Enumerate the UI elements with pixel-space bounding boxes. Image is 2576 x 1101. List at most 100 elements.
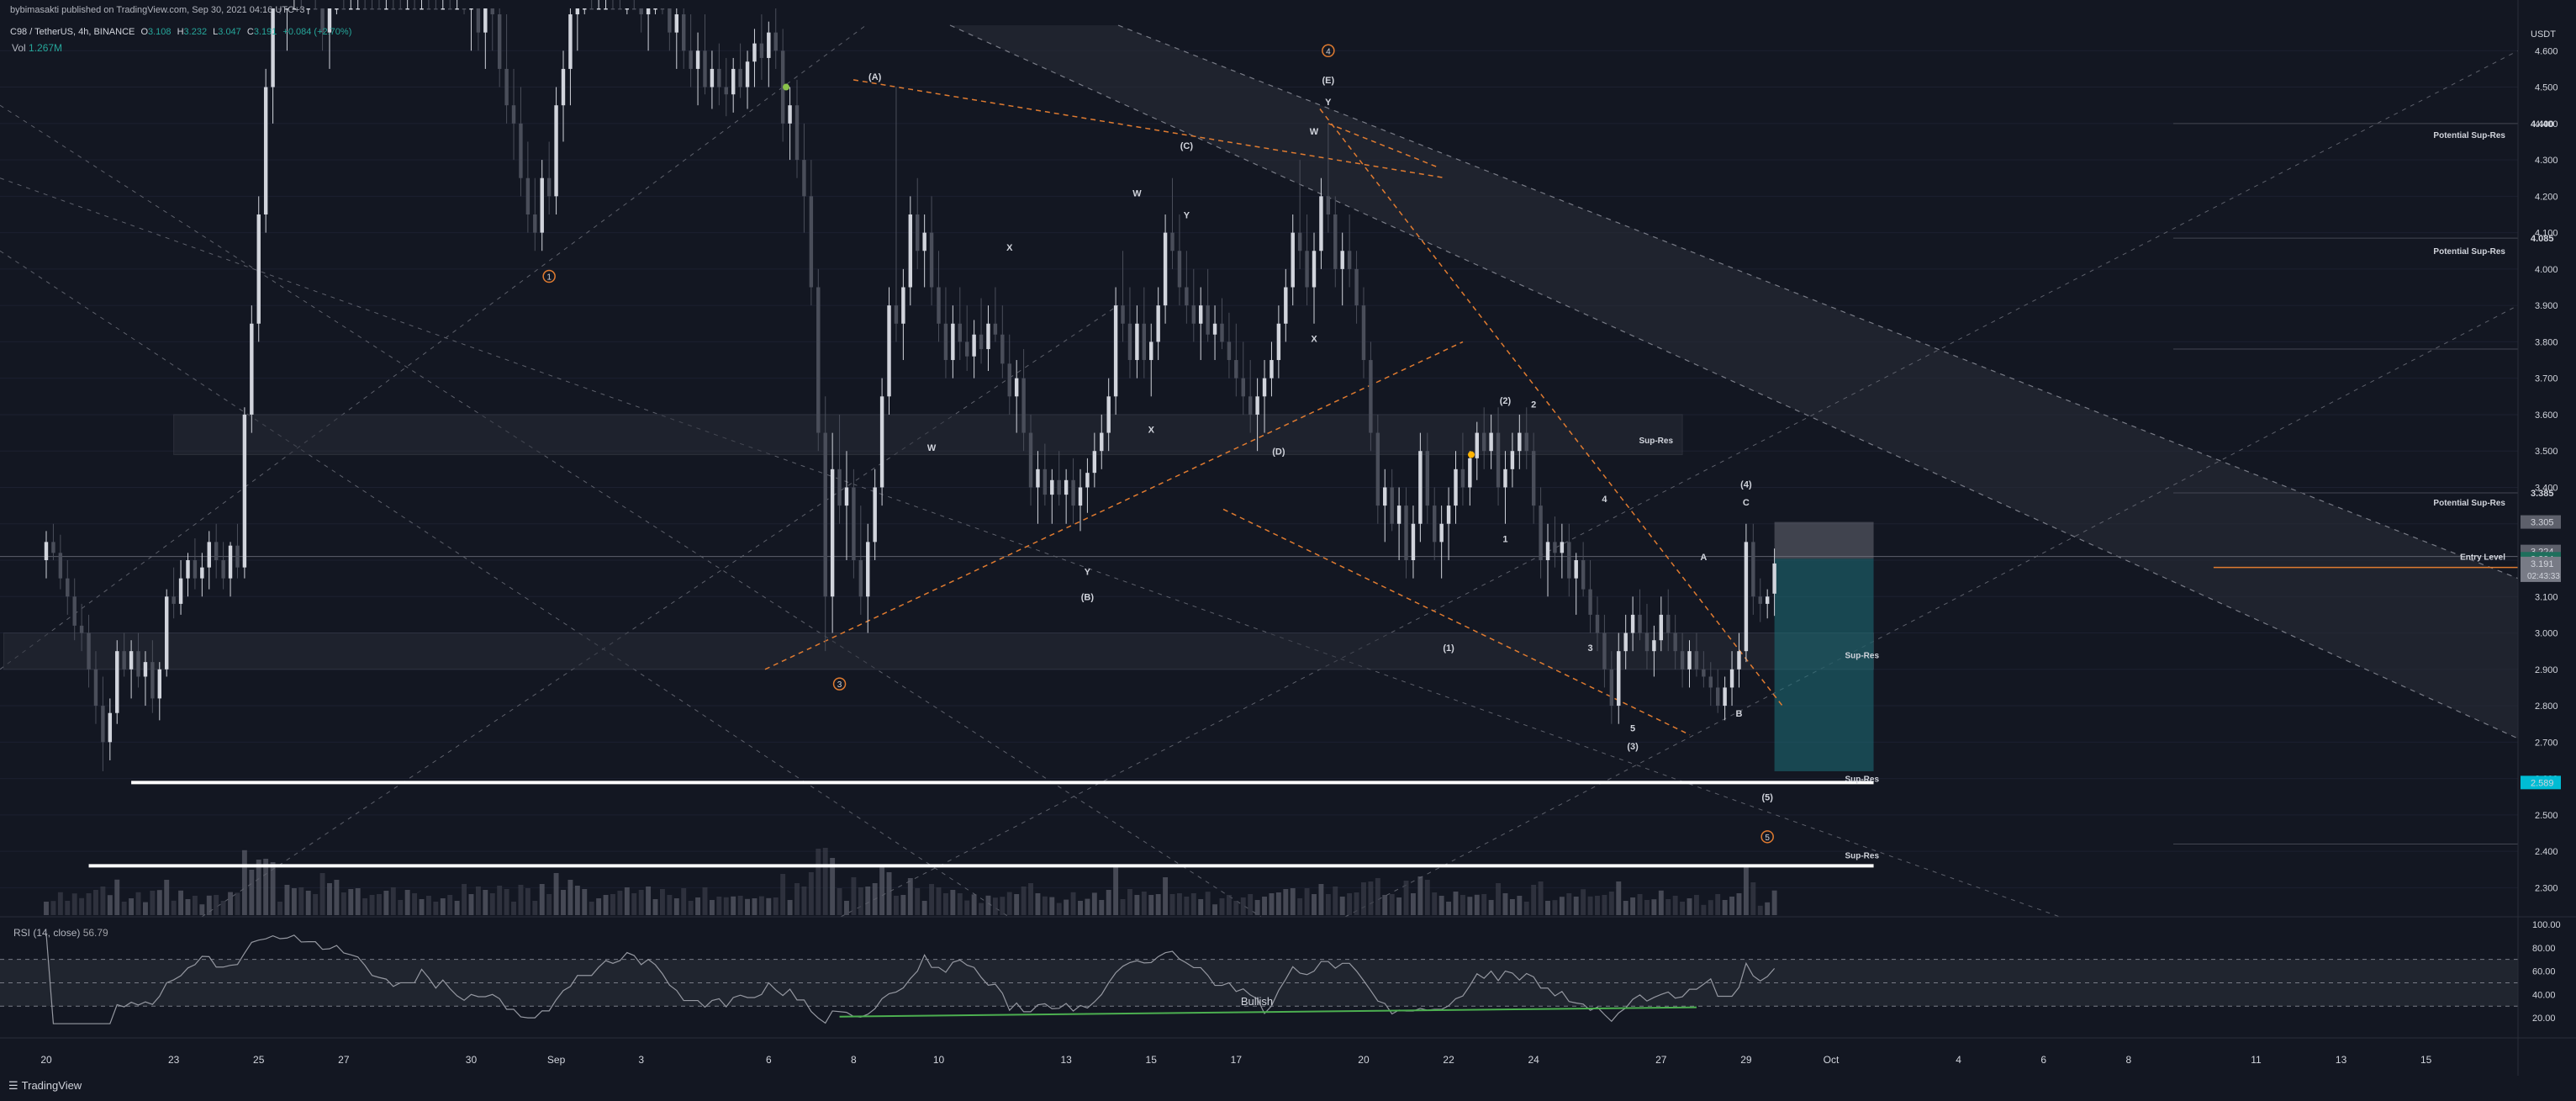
volume-bar	[1389, 894, 1395, 915]
wave-label: 3	[1588, 643, 1593, 654]
rsi-value: 56.79	[82, 927, 108, 939]
volume-bar	[390, 887, 396, 915]
candle-body	[689, 50, 693, 69]
candle-body	[1212, 323, 1217, 335]
candle-body	[731, 68, 736, 95]
tradingview-brand[interactable]: ☰ TradingView	[8, 1079, 82, 1093]
wave-label: A	[1700, 553, 1707, 563]
volume-bar	[511, 902, 516, 915]
time-tick-label: 15	[1146, 1054, 1158, 1066]
price-tick-label: 2.800	[2535, 701, 2558, 712]
volume-bar	[313, 894, 319, 915]
candle-body	[504, 68, 509, 106]
volume-bar	[71, 893, 77, 915]
candle-body	[1333, 214, 1338, 269]
volume-bar	[1587, 896, 1593, 915]
volume-bar	[475, 887, 481, 915]
volume-bar	[603, 895, 609, 915]
wave-label: (B)	[1081, 593, 1095, 603]
volume-bar	[1014, 894, 1020, 915]
price-tick-label: 4.400	[2535, 119, 2558, 130]
volume-bar	[1672, 896, 1678, 915]
candle-body	[773, 32, 778, 51]
candle-body	[1191, 305, 1196, 324]
close-value: 3.191	[253, 27, 277, 37]
volume-bar	[1333, 887, 1338, 915]
wave-label: 4	[1602, 495, 1607, 505]
level-label: Sup-Res	[1845, 775, 1879, 785]
volume-bar	[942, 893, 948, 915]
candle-body	[1729, 669, 1734, 688]
volume-bar	[1680, 902, 1686, 915]
candle-body	[993, 323, 998, 335]
candle-body	[1545, 542, 1550, 560]
volume-bar	[886, 872, 892, 915]
volume-bar	[171, 900, 177, 915]
candle-body	[1121, 305, 1125, 324]
price-tick-label: 3.600	[2535, 410, 2558, 421]
orange-dashed-line	[1319, 109, 1783, 707]
candle-body	[101, 706, 105, 743]
volume-bar	[150, 891, 156, 915]
wave-label: (C)	[1180, 141, 1194, 151]
candle-body	[830, 468, 835, 597]
candle-body	[1475, 432, 1479, 458]
close-label: C	[246, 27, 254, 37]
time-tick-label: 13	[2336, 1054, 2347, 1066]
price-label-bg	[2521, 515, 2561, 529]
volume-bar	[65, 901, 71, 915]
volume-bar	[1368, 881, 1374, 915]
volume-bar	[1481, 894, 1487, 915]
volume-bar	[57, 892, 63, 915]
dashed-trendline	[1344, 304, 2519, 918]
candle-body	[228, 545, 233, 579]
candle-body	[356, 8, 360, 10]
candle-body	[1454, 468, 1458, 506]
volume-bar	[425, 896, 431, 915]
wave-label: Y	[1325, 98, 1332, 108]
price-chart[interactable]: (A) (B) (C) (D) (E) (1) (2) (3) (4) (5) W X Y W X Y W X Y 1…	[0, 0, 2576, 920]
volume-bar	[348, 889, 354, 915]
position-target-zone	[1774, 521, 1874, 559]
price-tick-label: 4.100	[2535, 229, 2558, 239]
volume-bar	[574, 886, 580, 915]
volume-bar	[1028, 883, 1033, 915]
price-tick-label: 3.000	[2535, 629, 2558, 639]
candle-body	[1404, 506, 1408, 560]
candle-body	[497, 14, 502, 69]
level-label: Sup-Res	[1639, 437, 1673, 446]
volume-bar	[1566, 893, 1572, 915]
volume-bar	[659, 889, 665, 915]
volume-bar	[702, 887, 708, 915]
volume-bar	[582, 889, 588, 915]
volume-bar	[1403, 881, 1409, 915]
candle-body	[1518, 432, 1522, 452]
candle-body	[1411, 523, 1416, 560]
volume-bar	[468, 894, 474, 915]
volume-label: Vol	[12, 42, 26, 54]
candle-body	[1595, 614, 1600, 633]
candle-body	[1326, 196, 1331, 214]
candle-body	[1021, 378, 1026, 433]
volume-bar	[837, 888, 842, 915]
volume-bar	[979, 903, 984, 915]
candle-body	[951, 323, 955, 361]
wave-label: X	[1006, 243, 1013, 253]
volume-bar	[1035, 893, 1041, 915]
wave-label: 5	[1630, 723, 1635, 733]
volume-bar	[646, 887, 652, 915]
candle-body	[1276, 323, 1281, 361]
rsi-panel[interactable]: Bullish 100.00 80.00 60.00 40.00 20.00 20 23 25 2…	[0, 920, 2576, 1076]
volume-bar	[369, 895, 375, 915]
symbol-label[interactable]: C98 / TetherUS, 4h, BINANCE	[10, 27, 135, 37]
candle-body	[1234, 360, 1238, 378]
candle-body	[1567, 542, 1571, 579]
volume-bar	[1113, 866, 1119, 915]
candle-body	[794, 105, 800, 161]
channel-line	[1117, 24, 2519, 580]
time-tick-label: Sep	[547, 1054, 566, 1066]
volume-bar	[483, 890, 488, 915]
candle-body	[172, 596, 176, 604]
volume-bar	[624, 887, 630, 915]
candle-body	[1163, 232, 1168, 306]
